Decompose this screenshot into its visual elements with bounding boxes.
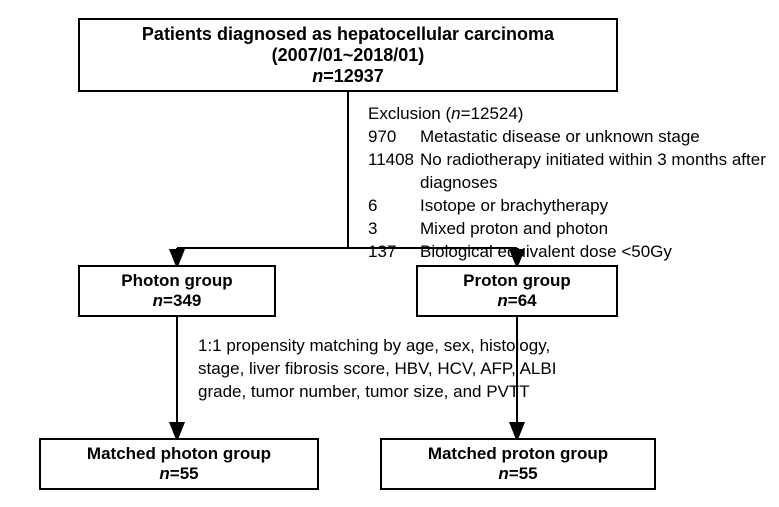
exclusion-count: 970 [368,126,420,149]
matched-proton-n: n=55 [498,464,537,484]
n-symbol: n [451,104,460,123]
cohort-box: Patients diagnosed as hepatocellular car… [78,18,618,92]
proton-n: n=64 [497,291,536,311]
matched-photon-n: n=55 [159,464,198,484]
proton-group-box: Proton group n=64 [416,265,618,317]
cohort-title-line2: (2007/01~2018/01) [272,45,425,66]
n-symbol: n [159,464,169,483]
exclusion-desc: Isotope or brachytherapy [420,195,779,218]
exclusion-row: 970Metastatic disease or unknown stage [368,126,779,149]
exclusion-header-prefix: Exclusion ( [368,104,451,123]
n-symbol: n [497,291,507,310]
photon-group-box: Photon group n=349 [78,265,276,317]
n-value: =55 [509,464,538,483]
exclusion-row: 6Isotope or brachytherapy [368,195,779,218]
exclusion-desc: Metastatic disease or unknown stage [420,126,779,149]
exclusion-row: 3Mixed proton and photon [368,218,779,241]
n-symbol: n [498,464,508,483]
matched-photon-box: Matched photon group n=55 [39,438,319,490]
matching-note-line3: grade, tumor number, tumor size, and PVT… [198,381,556,404]
exclusion-desc: Biological equivalent dose <50Gy [420,241,779,264]
n-value: =64 [508,291,537,310]
matched-proton-box: Matched proton group n=55 [380,438,656,490]
exclusion-count: 6 [368,195,420,218]
n-value: =12937 [323,66,384,86]
matched-photon-label: Matched photon group [87,444,271,464]
exclusion-row: 137Biological equivalent dose <50Gy [368,241,779,264]
flowchart-canvas: Patients diagnosed as hepatocellular car… [0,0,779,507]
exclusion-header-n: =12524) [461,104,524,123]
n-value: =349 [163,291,201,310]
exclusion-count: 137 [368,241,420,264]
matching-note: 1:1 propensity matching by age, sex, his… [198,335,556,404]
n-symbol: n [312,66,323,86]
matching-note-line2: stage, liver fibrosis score, HBV, HCV, A… [198,358,556,381]
proton-label: Proton group [463,271,571,291]
exclusion-header: Exclusion (n=12524) [368,103,779,126]
photon-n: n=349 [153,291,202,311]
photon-label: Photon group [121,271,232,291]
n-symbol: n [153,291,163,310]
matched-proton-label: Matched proton group [428,444,608,464]
n-value: =55 [170,464,199,483]
exclusion-row: 11408No radiotherapy initiated within 3 … [368,149,779,195]
cohort-n: n=12937 [312,66,384,87]
exclusion-count: 11408 [368,149,420,195]
exclusion-count: 3 [368,218,420,241]
exclusion-desc: No radiotherapy initiated within 3 month… [420,149,779,195]
exclusion-desc: Mixed proton and photon [420,218,779,241]
exclusion-table: 970Metastatic disease or unknown stage11… [368,126,779,264]
matching-note-line1: 1:1 propensity matching by age, sex, his… [198,335,556,358]
cohort-title-line1: Patients diagnosed as hepatocellular car… [142,24,554,45]
exclusion-block: Exclusion (n=12524) 970Metastatic diseas… [368,103,779,264]
